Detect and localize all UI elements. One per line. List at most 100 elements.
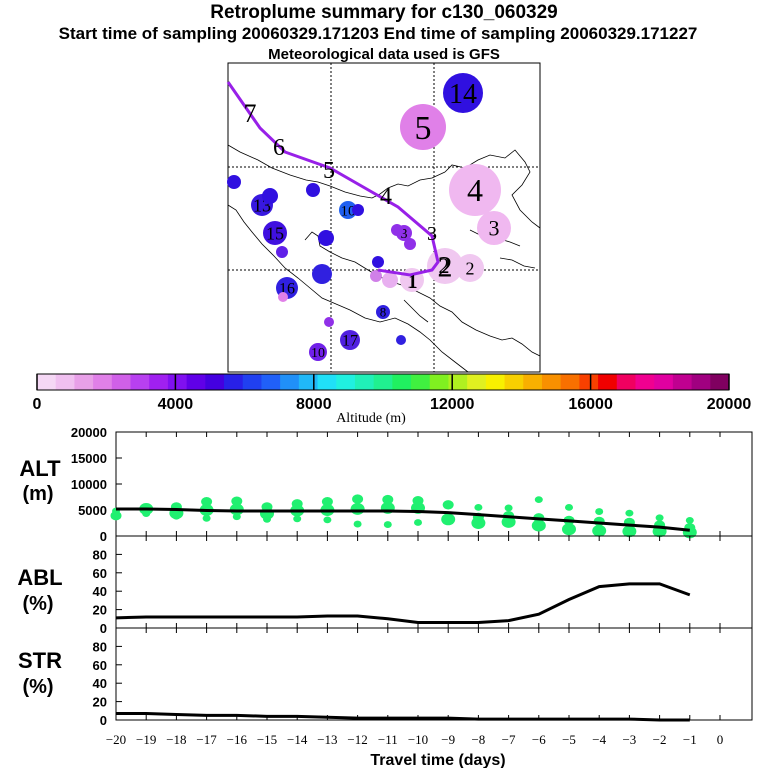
cluster-marker <box>306 183 320 197</box>
cluster-marker <box>339 201 357 219</box>
altitude-point <box>142 510 151 518</box>
cluster-label: 10 <box>341 203 356 219</box>
cluster-marker <box>396 335 406 345</box>
altitude-point <box>595 508 604 515</box>
colorbar-swatch <box>541 374 562 390</box>
x-tick-label: −7 <box>502 732 516 747</box>
colorbar-swatch <box>242 374 262 390</box>
altitude-point <box>383 521 392 528</box>
colorbar-swatch <box>485 374 506 390</box>
colorbar-swatch <box>186 374 206 390</box>
altitude-point <box>231 496 243 506</box>
altitude-point <box>441 513 456 526</box>
cluster-label: 1 <box>407 268 418 293</box>
altitude-point <box>323 516 332 524</box>
colorbar-swatch <box>261 374 281 390</box>
colorbar-swatch <box>55 374 75 390</box>
x-tick-label: 0 <box>717 732 724 747</box>
x-tick-label: −14 <box>287 732 308 747</box>
cluster-marker <box>278 292 288 302</box>
cluster-marker <box>372 256 384 268</box>
x-tick-label: −13 <box>317 732 337 747</box>
altitude-point <box>625 509 634 517</box>
altitude-point <box>504 504 513 512</box>
y-tick-label: 60 <box>93 566 107 581</box>
cluster-marker <box>477 211 511 245</box>
cluster-marker <box>370 270 382 282</box>
cluster-label: 3 <box>401 227 408 242</box>
cluster-marker <box>352 204 364 216</box>
altitude-point <box>622 525 637 538</box>
str-panel-frame <box>115 627 753 721</box>
x-tick-label: −16 <box>227 732 248 747</box>
y-tick-label: 10000 <box>71 477 107 492</box>
colorbar-swatch <box>205 374 225 390</box>
y-tick-label: 20000 <box>71 425 107 440</box>
cluster-marker <box>262 188 278 204</box>
colorbar-swatch <box>149 374 169 390</box>
colorbar-swatch <box>411 374 431 390</box>
abl-label: ABL <box>17 565 62 590</box>
altitude-point <box>592 524 607 537</box>
colorbar-swatch <box>37 374 57 390</box>
altitude-point <box>565 504 573 511</box>
cluster-label: 17 <box>342 333 358 350</box>
altitude-point <box>110 511 122 521</box>
altitude-point <box>263 515 271 523</box>
colorbar-tick-label: 12000 <box>430 396 475 413</box>
str-line <box>116 712 690 722</box>
altitude-point <box>531 519 546 532</box>
cluster-marker <box>456 254 484 282</box>
colorbar-swatch <box>429 374 449 390</box>
trajectory-day-label: 1 <box>408 271 418 293</box>
cluster-marker <box>400 104 446 150</box>
y-tick-label: 80 <box>93 547 107 562</box>
altitude-point <box>353 520 362 528</box>
colorbar-swatch <box>504 374 524 390</box>
colorbar-swatch <box>392 374 412 390</box>
x-tick-label: −17 <box>196 732 217 747</box>
x-tick-label: −2 <box>653 732 667 747</box>
colorbar-swatch <box>672 374 693 390</box>
cluster-marker <box>443 73 483 113</box>
colorbar-label: Altitude (m) <box>336 411 406 426</box>
colorbar-tick-label: 16000 <box>568 396 613 413</box>
cluster-label: 14 <box>449 79 477 110</box>
y-tick-label: 80 <box>93 639 107 654</box>
cluster-marker <box>227 175 241 189</box>
colorbar-swatch <box>598 374 618 390</box>
cluster-marker <box>449 164 501 216</box>
x-tick-label: −3 <box>622 732 636 747</box>
x-tick-label: −8 <box>471 732 485 747</box>
y-tick-label: 20 <box>93 603 107 618</box>
colorbar-swatch <box>579 374 599 390</box>
colorbar-swatch <box>710 374 730 390</box>
y-tick-label: 20 <box>93 695 107 710</box>
colorbar-swatch <box>280 374 300 390</box>
cluster-marker <box>309 343 327 361</box>
colorbar-swatch <box>336 374 356 390</box>
alt-label: ALT <box>19 456 61 481</box>
trajectory-day-label: 2 <box>439 253 450 278</box>
str-unit: (%) <box>22 676 53 698</box>
x-tick-label: −11 <box>378 732 398 747</box>
x-tick-label: −18 <box>166 732 186 747</box>
colorbar-tick-label: 8000 <box>296 396 332 413</box>
cluster-marker <box>324 317 334 327</box>
cluster-marker <box>382 272 398 288</box>
cluster-marker <box>312 264 332 284</box>
altitude-point <box>232 513 241 521</box>
altitude-point <box>534 496 543 503</box>
abl-unit: (%) <box>22 593 53 615</box>
x-tick-label: −15 <box>257 732 277 747</box>
colorbar-swatch <box>654 374 674 390</box>
x-axis-label: Travel time (days) <box>370 752 505 768</box>
trajectory-day-label: 5 <box>323 158 335 184</box>
trajectory-day-label: 4 <box>380 184 392 210</box>
altitude-point <box>321 497 333 507</box>
x-tick-label: −6 <box>532 732 546 747</box>
cluster-label: 3 <box>489 216 500 241</box>
altitude-point <box>350 503 365 515</box>
altitude-point <box>655 514 664 522</box>
y-tick-label: 0 <box>100 621 107 636</box>
